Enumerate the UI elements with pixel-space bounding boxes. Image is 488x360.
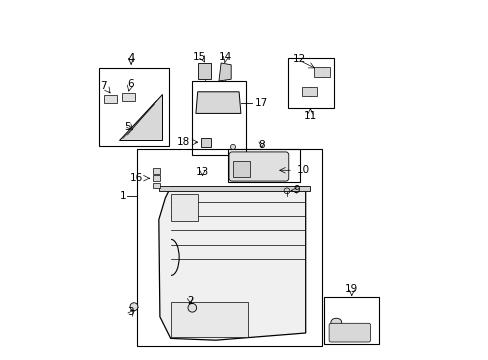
Circle shape [187,303,196,312]
Text: 7: 7 [100,81,106,91]
Bar [136,149,321,346]
Ellipse shape [254,166,276,174]
Bar [170,194,197,221]
Text: 16: 16 [129,173,142,183]
Circle shape [230,144,235,149]
Bar [198,63,211,79]
Text: 4: 4 [127,52,135,65]
Text: 5: 5 [124,122,131,132]
Bar [302,87,316,96]
Bar [104,95,117,103]
Polygon shape [159,187,305,340]
Bar [122,93,134,102]
Text: 17: 17 [255,98,268,108]
Circle shape [130,303,138,311]
Bar [159,186,309,191]
Text: 11: 11 [303,111,316,121]
Text: 13: 13 [195,167,208,177]
Text: 8: 8 [258,140,264,150]
Text: 12: 12 [292,54,305,64]
Ellipse shape [330,318,341,326]
Polygon shape [196,92,241,113]
Text: 18: 18 [176,137,189,147]
Text: 10: 10 [296,165,309,175]
Bar [152,183,160,188]
FancyBboxPatch shape [228,152,288,181]
Bar [232,161,249,177]
Polygon shape [118,94,162,140]
Bar [170,302,247,337]
Text: 14: 14 [219,52,232,62]
Text: 2: 2 [187,296,193,306]
Text: 3: 3 [127,307,133,318]
Polygon shape [219,63,231,81]
Bar [152,168,160,174]
Bar [152,175,160,181]
Text: 15: 15 [192,52,206,62]
Bar [313,67,329,77]
Text: 6: 6 [127,78,134,89]
Bar [192,81,246,155]
Bar [323,297,379,344]
Bar [200,138,211,147]
FancyBboxPatch shape [328,323,370,342]
Bar [99,68,168,146]
Text: 1: 1 [119,191,126,201]
Text: 9: 9 [292,185,299,195]
Text: 19: 19 [345,284,358,294]
Bar [228,149,300,182]
Bar [287,58,334,108]
